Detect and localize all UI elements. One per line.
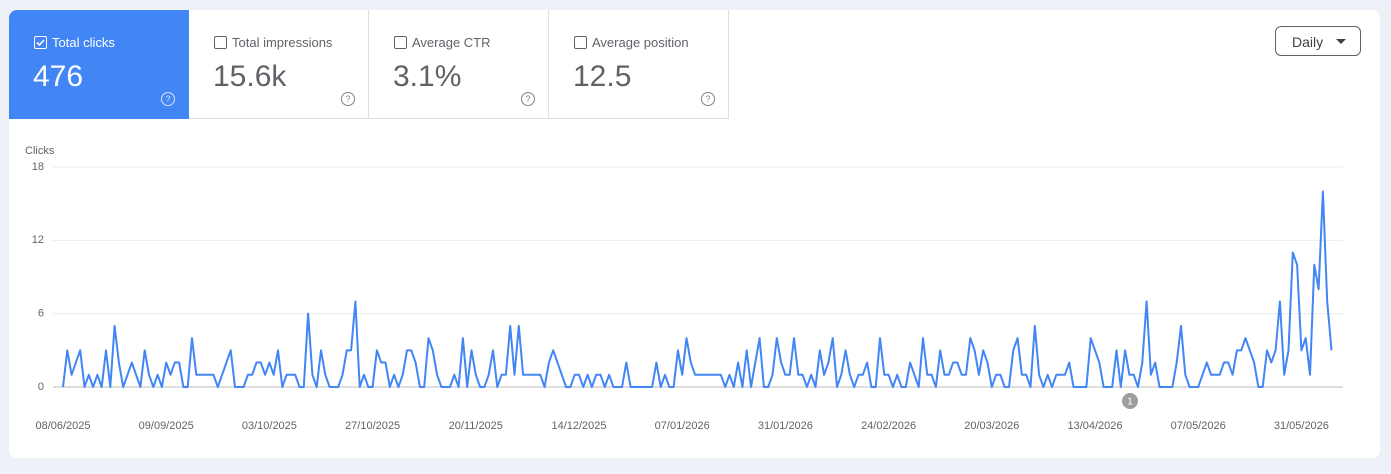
- x-tick-label: 07/01/2026: [655, 420, 710, 432]
- y-tick-label: 18: [32, 161, 44, 173]
- metric-value: 3.1%: [393, 60, 462, 93]
- x-tick-label: 20/11/2025: [449, 420, 503, 432]
- x-tick-label: 09/09/2025: [139, 420, 194, 432]
- metric-tile[interactable]: Total impressions 15.6k?: [189, 10, 369, 119]
- metric-label: Total impressions: [232, 35, 333, 50]
- x-tick-label: 03/10/2025: [242, 420, 297, 432]
- x-tick-label: 14/12/2025: [551, 420, 606, 432]
- x-tick-label: 24/02/2026: [861, 420, 916, 432]
- x-tick-label: 31/05/2026: [1274, 420, 1329, 432]
- x-tick-label: 20/03/2026: [964, 420, 1019, 432]
- metric-label: Total clicks: [52, 35, 115, 50]
- clicks-line: [62, 190, 1333, 388]
- x-tick-label: 13/04/2026: [1067, 420, 1122, 432]
- granularity-dropdown[interactable]: Daily: [1275, 26, 1361, 56]
- metric-value: 15.6k: [213, 60, 287, 93]
- metric-label: Average CTR: [412, 35, 491, 50]
- metric-value: 12.5: [573, 60, 632, 93]
- metric-tile[interactable]: Total clicks 476?: [9, 10, 189, 119]
- checkbox[interactable]: [394, 36, 407, 49]
- x-tick-label: 31/01/2026: [758, 420, 813, 432]
- metric-value: 476: [33, 60, 84, 93]
- metric-tile[interactable]: Average CTR 3.1%?: [369, 10, 549, 119]
- x-tick-label: 27/10/2025: [345, 420, 400, 432]
- y-axis-title: Clicks: [25, 145, 55, 157]
- checkbox[interactable]: [574, 36, 587, 49]
- x-tick-label: 07/05/2026: [1171, 420, 1226, 432]
- annotation-marker: [1122, 393, 1138, 409]
- annotation-label: 1: [1127, 397, 1133, 408]
- y-tick-label: 6: [38, 308, 44, 320]
- checkbox[interactable]: [34, 36, 47, 49]
- metric-label: Average position: [592, 35, 689, 50]
- help-icon[interactable]: ?: [341, 92, 355, 106]
- help-icon[interactable]: ?: [161, 92, 175, 106]
- y-tick-label: 12: [32, 234, 44, 246]
- help-icon[interactable]: ?: [521, 92, 535, 106]
- y-tick-label: 0: [38, 381, 44, 393]
- metric-tile[interactable]: Average position 12.5?: [549, 10, 729, 119]
- performance-card: Total clicks 476? Total impressions 15.6k?…: [9, 10, 1380, 458]
- x-tick-label: 08/06/2025: [35, 420, 90, 432]
- help-icon[interactable]: ?: [701, 92, 715, 106]
- checkbox[interactable]: [214, 36, 227, 49]
